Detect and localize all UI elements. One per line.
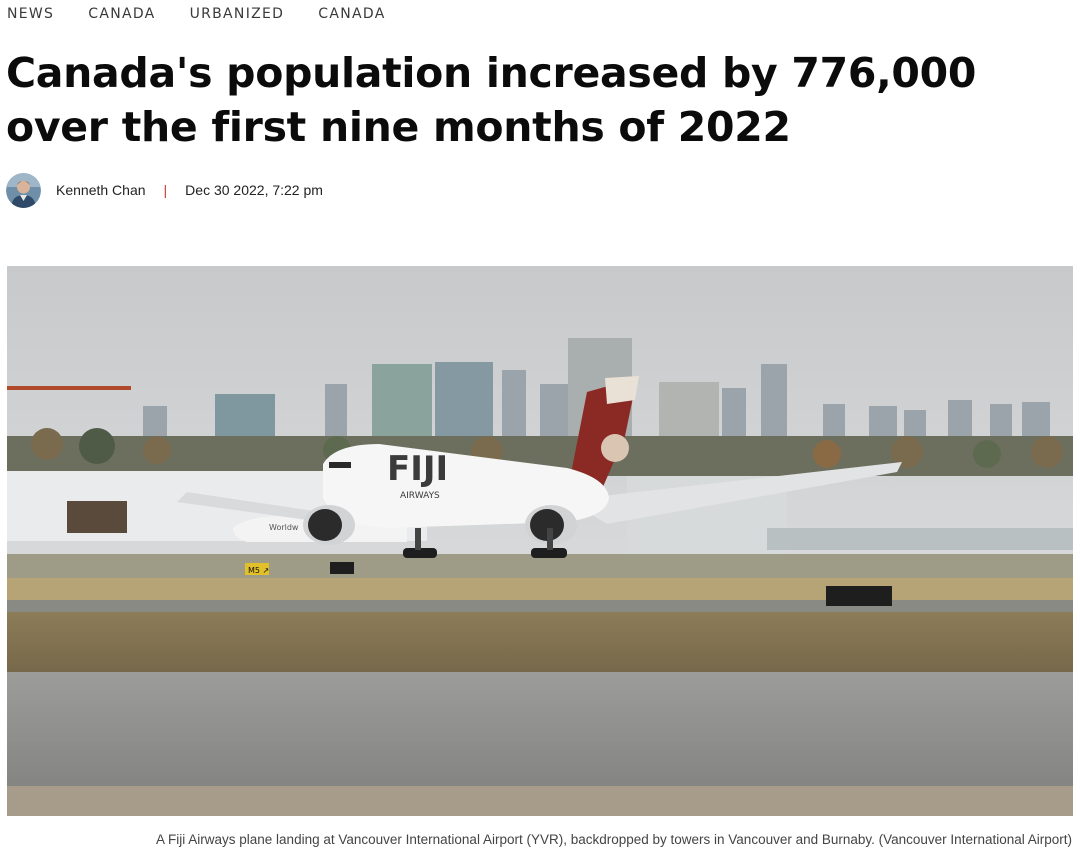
taxiway-sign: M5 ↗: [245, 563, 269, 575]
airplane: FIJI AIRWAYS: [177, 376, 902, 558]
svg-text:M5 ↗: M5 ↗: [248, 566, 269, 575]
byline: Kenneth Chan | Dec 30 2022, 7:22 pm: [6, 172, 323, 208]
article-title: Canada's population increased by 776,000…: [6, 49, 977, 151]
svg-text:FIJI: FIJI: [387, 449, 448, 489]
svg-text:Worldw: Worldw: [269, 523, 299, 532]
author-avatar[interactable]: [6, 172, 41, 208]
breadcrumb-canada[interactable]: CANADA: [88, 6, 156, 22]
breadcrumb-canada-tag[interactable]: CANADA: [318, 6, 386, 22]
breadcrumb-news[interactable]: NEWS: [7, 6, 55, 22]
svg-text:AIRWAYS: AIRWAYS: [400, 491, 440, 501]
image-caption: A Fiji Airways plane landing at Vancouve…: [156, 832, 1072, 847]
hero-image: M5 ↗ Worldw FIJI AIRWAYS: [7, 266, 1073, 816]
breadcrumb-urbanized[interactable]: URBANIZED: [189, 6, 285, 22]
byline-separator: |: [163, 182, 168, 198]
breadcrumb: NEWS CANADA URBANIZED CANADA: [7, 5, 420, 23]
publish-date: Dec 30 2022, 7:22 pm: [185, 182, 323, 198]
author-name[interactable]: Kenneth Chan: [56, 182, 146, 198]
